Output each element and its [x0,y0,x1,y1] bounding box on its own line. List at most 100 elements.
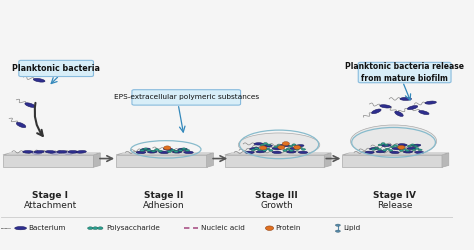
Ellipse shape [178,150,183,151]
Ellipse shape [411,144,421,146]
Polygon shape [207,153,213,167]
Text: Planktonic bacteria: Planktonic bacteria [12,64,100,73]
Ellipse shape [396,146,401,148]
Ellipse shape [412,149,416,151]
Ellipse shape [141,148,150,151]
Ellipse shape [155,149,159,150]
Ellipse shape [398,144,407,146]
Ellipse shape [390,146,394,148]
Ellipse shape [147,150,157,153]
Text: Stage II: Stage II [144,191,183,200]
Polygon shape [116,153,213,155]
Ellipse shape [272,148,282,150]
Ellipse shape [263,145,273,147]
Ellipse shape [147,150,151,151]
Ellipse shape [251,149,255,151]
Text: Growth: Growth [260,201,293,210]
Ellipse shape [383,150,387,151]
Ellipse shape [32,152,42,154]
Ellipse shape [390,151,399,154]
Ellipse shape [336,230,340,232]
Text: Protein: Protein [275,225,301,231]
Circle shape [282,142,290,146]
Ellipse shape [25,103,36,108]
Ellipse shape [410,144,415,146]
Ellipse shape [266,144,271,146]
FancyBboxPatch shape [132,90,241,105]
Ellipse shape [15,226,27,230]
Polygon shape [442,153,449,167]
Ellipse shape [238,133,320,157]
Polygon shape [3,153,100,155]
Circle shape [265,226,273,230]
Ellipse shape [371,148,375,150]
Ellipse shape [23,150,33,153]
Ellipse shape [269,150,273,151]
Ellipse shape [292,144,296,146]
Ellipse shape [374,147,378,149]
Polygon shape [3,155,93,167]
Ellipse shape [173,151,182,153]
Polygon shape [225,153,331,155]
Ellipse shape [287,151,296,153]
Ellipse shape [263,150,266,151]
Ellipse shape [386,148,390,150]
Ellipse shape [380,105,391,108]
Ellipse shape [264,143,267,144]
Ellipse shape [393,145,397,146]
Ellipse shape [50,152,60,154]
Ellipse shape [418,149,422,151]
Ellipse shape [295,145,304,147]
Circle shape [260,146,267,150]
Ellipse shape [260,144,264,146]
FancyBboxPatch shape [358,62,451,83]
Ellipse shape [290,147,300,150]
Ellipse shape [164,148,173,150]
Circle shape [293,146,301,149]
Ellipse shape [295,145,299,147]
Ellipse shape [351,125,437,157]
Text: Planktonic bacteria release
from mature biofilm: Planktonic bacteria release from mature … [345,62,464,82]
Ellipse shape [265,148,270,150]
Ellipse shape [68,150,78,153]
Ellipse shape [419,110,429,114]
Circle shape [278,146,285,149]
Text: Nucleic acid: Nucleic acid [201,225,245,231]
Ellipse shape [402,148,406,150]
Text: Stage IV: Stage IV [373,191,416,200]
Ellipse shape [299,151,308,154]
Ellipse shape [182,148,186,150]
Text: Release: Release [377,201,412,210]
Ellipse shape [143,148,148,150]
Ellipse shape [395,111,403,116]
Text: Adhesion: Adhesion [143,201,184,210]
Ellipse shape [403,151,413,153]
Ellipse shape [370,147,379,150]
Ellipse shape [408,145,411,147]
Ellipse shape [280,144,290,146]
Ellipse shape [184,151,193,154]
Polygon shape [93,153,100,167]
Ellipse shape [178,148,187,150]
Ellipse shape [376,150,385,153]
Ellipse shape [392,148,401,150]
Text: Bacterium: Bacterium [28,225,65,231]
Ellipse shape [389,150,393,151]
Ellipse shape [185,150,190,151]
Ellipse shape [174,151,178,152]
Ellipse shape [136,151,146,154]
Polygon shape [324,153,331,167]
Text: Stage I: Stage I [33,191,68,200]
Ellipse shape [33,78,45,82]
Ellipse shape [159,151,168,154]
Ellipse shape [301,148,306,150]
Ellipse shape [407,106,418,110]
Ellipse shape [151,150,155,152]
Ellipse shape [158,150,163,152]
Ellipse shape [140,150,145,151]
Polygon shape [225,155,324,167]
Text: Polysaccharide: Polysaccharide [106,225,160,231]
Ellipse shape [76,150,86,153]
Ellipse shape [372,109,381,114]
Ellipse shape [250,147,259,150]
